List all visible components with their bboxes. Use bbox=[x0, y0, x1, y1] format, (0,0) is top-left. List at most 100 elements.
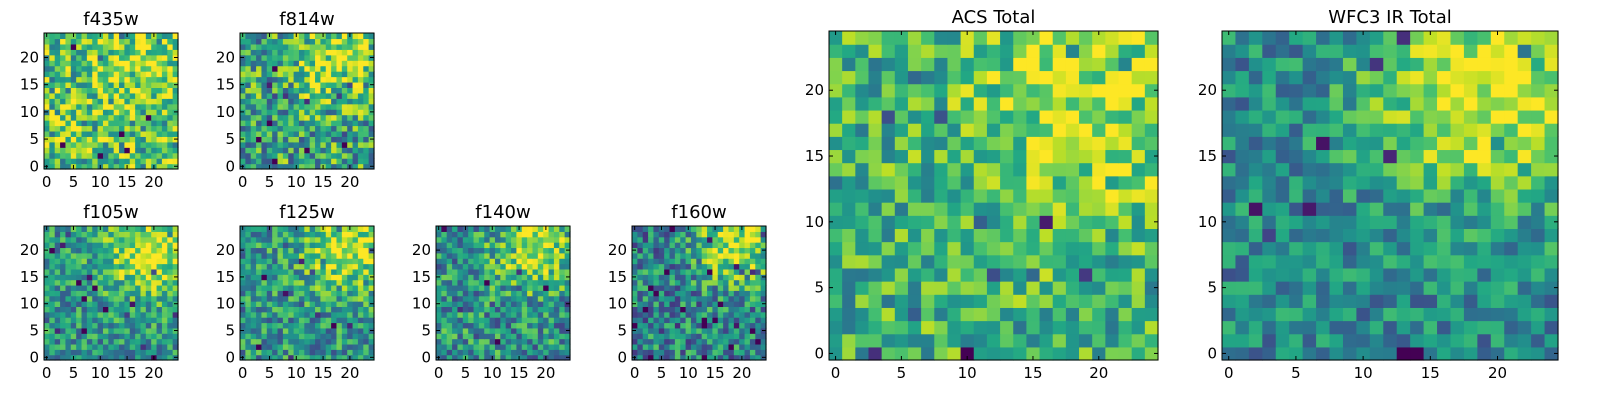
heatmap-cell bbox=[973, 175, 988, 190]
heatmap-cell bbox=[543, 242, 550, 249]
heatmap-cell bbox=[60, 163, 67, 170]
heatmap-cell bbox=[527, 290, 534, 297]
heatmap-cell bbox=[151, 242, 158, 249]
heatmap-cell bbox=[484, 343, 491, 350]
heatmap-cell bbox=[119, 284, 125, 291]
heatmap-cell bbox=[309, 349, 316, 356]
heatmap-cell bbox=[293, 279, 300, 286]
heatmap-cell bbox=[341, 76, 348, 83]
heatmap-cell bbox=[282, 284, 289, 291]
heatmap-cell bbox=[272, 163, 279, 170]
heatmap-cell bbox=[108, 349, 115, 356]
heatmap-cell bbox=[500, 343, 507, 350]
heatmap-cell bbox=[368, 33, 375, 40]
heatmap-cell bbox=[907, 175, 922, 190]
heatmap-cell bbox=[457, 274, 464, 281]
heatmap-cell bbox=[1302, 162, 1317, 177]
heatmap-cell bbox=[347, 333, 354, 340]
heatmap-cell bbox=[261, 98, 268, 105]
heatmap-cell bbox=[167, 87, 174, 94]
heatmap-cell bbox=[44, 242, 50, 249]
heatmap-cell bbox=[315, 136, 321, 143]
heatmap-cell bbox=[907, 228, 922, 243]
heatmap-cell bbox=[102, 158, 109, 165]
heatmap-cell bbox=[352, 158, 359, 165]
heatmap-cell bbox=[92, 242, 99, 249]
heatmap-cell bbox=[868, 294, 883, 308]
heatmap-cell bbox=[54, 163, 61, 170]
heatmap-cell bbox=[288, 114, 295, 121]
heatmap-cell bbox=[60, 268, 67, 275]
heatmap-cell bbox=[521, 354, 528, 361]
heatmap-cell bbox=[293, 338, 300, 345]
heatmap-cell bbox=[161, 109, 168, 116]
heatmap-cell bbox=[293, 125, 300, 132]
heatmap-cell bbox=[277, 43, 284, 50]
heatmap-cell bbox=[960, 175, 975, 190]
heatmap-cell bbox=[457, 338, 464, 345]
heatmap-cell bbox=[309, 327, 316, 334]
heatmap-cell bbox=[478, 317, 485, 324]
heatmap-cell bbox=[669, 354, 676, 361]
heatmap-cell bbox=[712, 301, 719, 307]
heatmap-cell bbox=[1477, 267, 1492, 282]
heatmap-cell bbox=[1329, 267, 1344, 282]
heatmap-cell bbox=[696, 343, 703, 350]
heatmap-cell bbox=[516, 279, 523, 286]
heatmap-cell bbox=[1105, 31, 1120, 45]
heatmap-cell bbox=[336, 158, 343, 165]
heatmap-cell bbox=[277, 65, 284, 72]
heatmap-cell bbox=[129, 60, 136, 67]
heatmap-cell bbox=[516, 284, 523, 291]
heatmap-cell bbox=[129, 274, 136, 281]
heatmap-cell bbox=[97, 284, 104, 291]
heatmap-cell bbox=[347, 71, 354, 78]
heatmap-cell bbox=[129, 349, 136, 356]
heatmap-cell bbox=[108, 33, 115, 40]
heatmap-cell bbox=[696, 274, 703, 281]
heatmap-cell bbox=[1356, 149, 1371, 164]
heatmap-cell bbox=[548, 290, 555, 297]
heatmap-cell bbox=[1026, 254, 1041, 269]
heatmap-cell bbox=[161, 98, 168, 105]
heatmap-cell bbox=[707, 284, 713, 291]
heatmap-cell bbox=[855, 215, 870, 229]
heatmap-cell bbox=[70, 87, 77, 94]
heatmap-cell bbox=[1396, 320, 1411, 335]
heatmap-cell bbox=[261, 54, 268, 61]
heatmap-cell bbox=[500, 311, 507, 318]
heatmap-cell bbox=[973, 254, 988, 269]
heatmap-cell bbox=[352, 60, 359, 67]
heatmap-cell bbox=[632, 231, 638, 238]
x-tick-label: 15 bbox=[510, 364, 529, 382]
heatmap-cell bbox=[86, 98, 93, 105]
heatmap-cell bbox=[293, 311, 300, 318]
heatmap-cell bbox=[842, 57, 856, 72]
heatmap-cell bbox=[664, 231, 671, 238]
heatmap-cell bbox=[739, 322, 746, 329]
heatmap-cell bbox=[167, 290, 174, 297]
heatmap-cell bbox=[172, 252, 179, 259]
heatmap-cell bbox=[331, 92, 338, 99]
heatmap-cell bbox=[119, 130, 125, 137]
heatmap-cell bbox=[140, 76, 147, 83]
heatmap-cell bbox=[352, 98, 359, 105]
heatmap-cell bbox=[1410, 162, 1425, 177]
heatmap-cell bbox=[842, 123, 856, 137]
heatmap-cell bbox=[266, 263, 273, 270]
heatmap-cell bbox=[245, 103, 252, 110]
heatmap-cell bbox=[44, 130, 50, 137]
heatmap-cell bbox=[298, 311, 305, 318]
heatmap-cell bbox=[728, 322, 735, 329]
heatmap-cell bbox=[755, 322, 762, 329]
heatmap-cell bbox=[60, 327, 67, 334]
heatmap-cell bbox=[680, 279, 687, 286]
heatmap-cell bbox=[336, 109, 343, 116]
heatmap-cell bbox=[637, 295, 644, 302]
heatmap-cell bbox=[368, 130, 375, 137]
heatmap-cell bbox=[532, 252, 539, 259]
heatmap-cell bbox=[1000, 267, 1014, 282]
heatmap-cell bbox=[44, 76, 50, 83]
heatmap-cell bbox=[261, 87, 268, 94]
heatmap-cell bbox=[723, 242, 730, 249]
